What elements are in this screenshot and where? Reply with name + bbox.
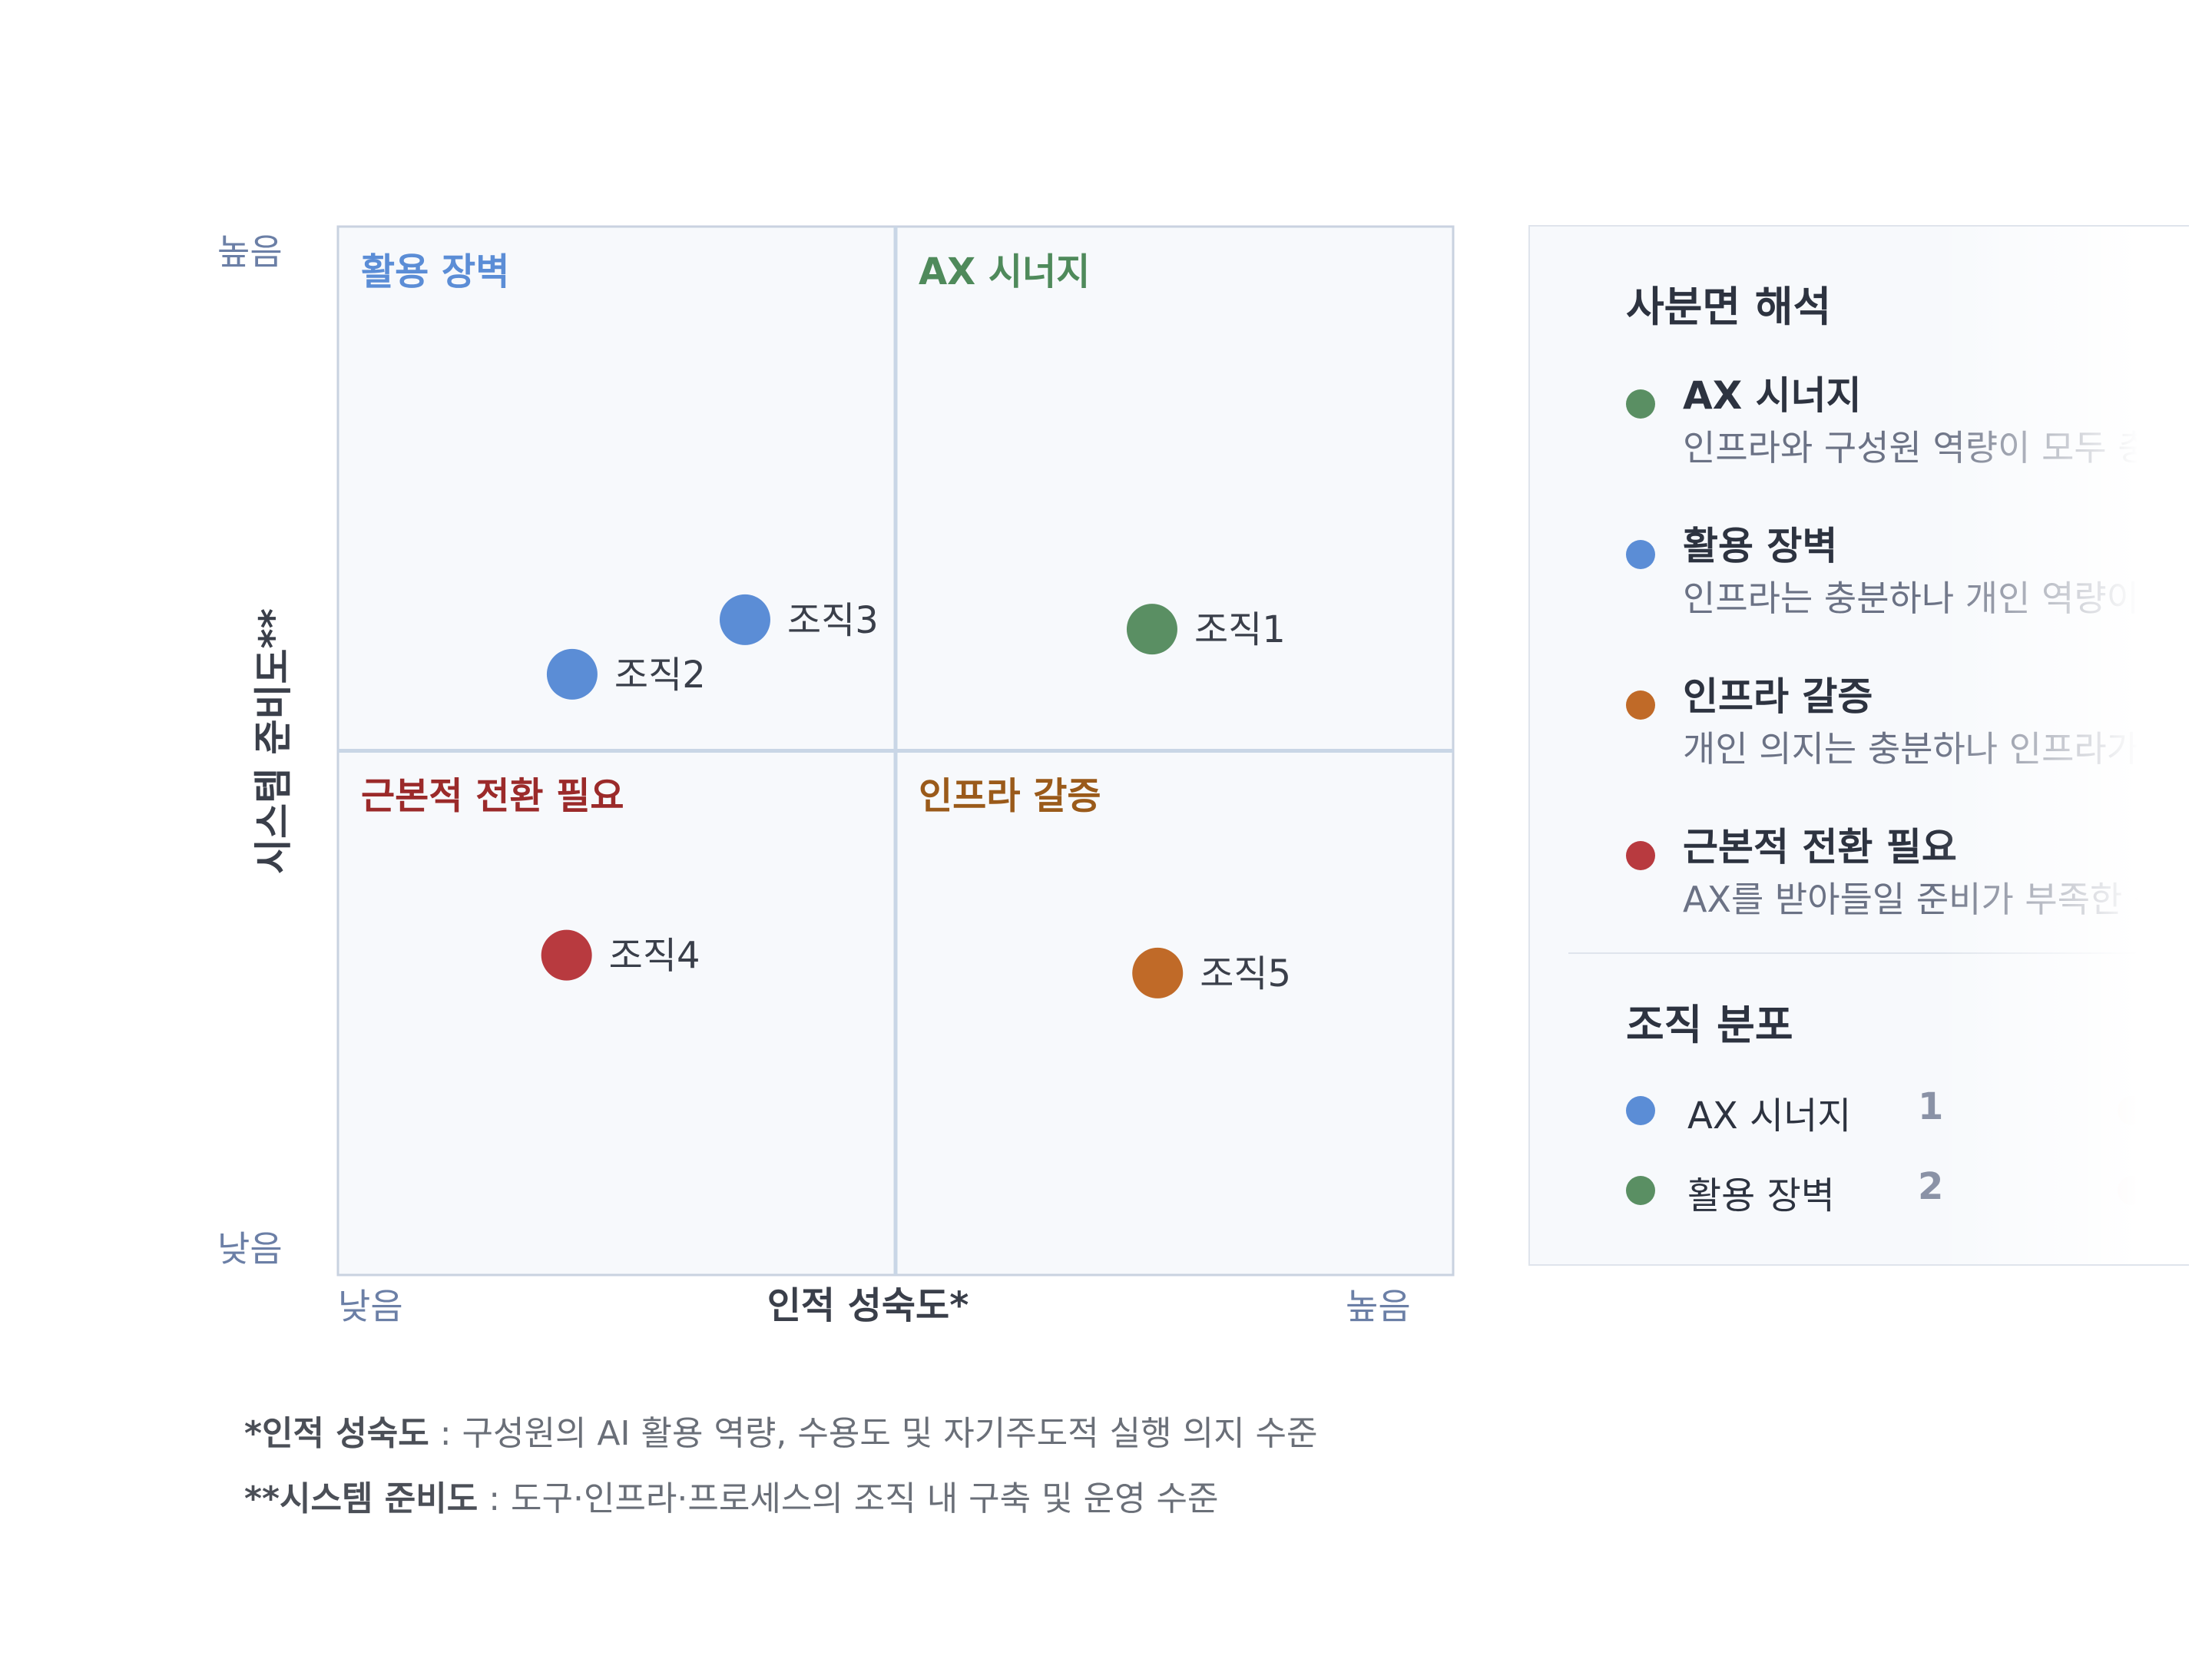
quadrant-label: 활용 장벽: [361, 250, 509, 293]
distribution-name: 활용 장벽: [1687, 1174, 1835, 1217]
interpretation-desc: 개인 의지는 충분하나 인프라가: [1683, 728, 2140, 770]
interpretation-name: 활용 장벽: [1683, 524, 1838, 568]
quadrant-label: 인프라 갈증: [919, 775, 1101, 818]
interpretation-desc: 인프라와 구성원 역량이 모두 충: [1683, 427, 2151, 469]
interpretation-desc: 인프라는 충분하나 개인 역량이: [1683, 578, 2140, 619]
data-point-label: 조직4: [609, 935, 700, 978]
legend-dot: [1626, 690, 1655, 720]
interpretation-item: 활용 장벽 인프라는 충분하나 개인 역량이: [1626, 515, 2189, 638]
y-level-high: 높음: [217, 231, 283, 273]
footnote-label: *인적 성숙도: [244, 1414, 429, 1453]
legend-dot: [1626, 1096, 1655, 1125]
panel-divider: [1568, 952, 2189, 954]
x-level-high: 높음: [1346, 1286, 1411, 1327]
interpretation-item: 근본적 전환 필요 AX를 받아들일 준비가 부족한 상: [1626, 816, 2189, 939]
distribution-item: 활용 장벽 2: [1626, 1165, 2189, 1219]
distribution-title: 조직 분포: [1626, 1001, 1793, 1049]
legend-dot: [1626, 841, 1655, 870]
x-axis-title: 인적 성숙도*: [767, 1284, 969, 1327]
quadrant-label: AX 시너지: [919, 250, 1090, 293]
distribution-item: AX 시너지 1: [1626, 1085, 2189, 1139]
interpretation-title: 사분면 해석: [1626, 283, 1832, 331]
interpretation-panel: 사분면 해석 AX 시너지 인프라와 구성원 역량이 모두 충 활용 장벽 인프…: [1528, 225, 2189, 1266]
faded-dot: [2118, 1096, 2147, 1125]
distribution-count: 1: [1918, 1085, 1944, 1128]
data-point-label: 조직5: [1200, 952, 1291, 995]
quadrant-label: 근본적 전환 필요: [361, 775, 624, 818]
data-point: [546, 648, 598, 700]
legend-dot: [1626, 1176, 1655, 1205]
data-point: [541, 929, 592, 981]
y-axis-title: 시스템 준비도**: [251, 608, 296, 874]
interpretation-name: AX 시너지: [1683, 373, 1862, 418]
x-level-low: 낮음: [338, 1286, 403, 1327]
legend-dot: [1626, 389, 1655, 419]
distribution-name: AX 시너지: [1687, 1094, 1852, 1137]
data-point-label: 조직2: [614, 654, 706, 697]
faded-dot: [2118, 1176, 2147, 1205]
footnote-text: : 구성원의 AI 활용 역량, 수용도 및 자기주도적 실행 의지 수준: [429, 1414, 1318, 1453]
interpretation-desc: AX를 받아들일 준비가 부족한 상: [1683, 879, 2167, 920]
distribution-count: 2: [1918, 1165, 1944, 1208]
footnote-system-readiness: **시스템 준비도 : 도구·인프라·프로세스의 조직 내 구축 및 운영 수준: [244, 1471, 1219, 1520]
data-point: [1126, 604, 1177, 655]
data-point: [1132, 947, 1184, 998]
interpretation-item: AX 시너지 인프라와 구성원 역량이 모두 충: [1626, 365, 2189, 488]
footnote-human-maturity: *인적 성숙도 : 구성원의 AI 활용 역량, 수용도 및 자기주도적 실행 …: [244, 1406, 1318, 1455]
legend-dot: [1626, 540, 1655, 569]
footnote-label: **시스템 준비도: [244, 1479, 478, 1518]
data-point: [719, 594, 770, 645]
interpretation-name: 근본적 전환 필요: [1683, 825, 1957, 869]
data-point-label: 조직3: [787, 599, 879, 642]
y-level-low: 낮음: [217, 1228, 283, 1270]
interpretation-item: 인프라 갈증 개인 의지는 충분하나 인프라가: [1626, 666, 2189, 789]
footnote-text: : 도구·인프라·프로세스의 조직 내 구축 및 운영 수준: [478, 1479, 1219, 1518]
interpretation-name: 인프라 갈증: [1683, 674, 1873, 719]
data-point-label: 조직1: [1194, 608, 1286, 651]
